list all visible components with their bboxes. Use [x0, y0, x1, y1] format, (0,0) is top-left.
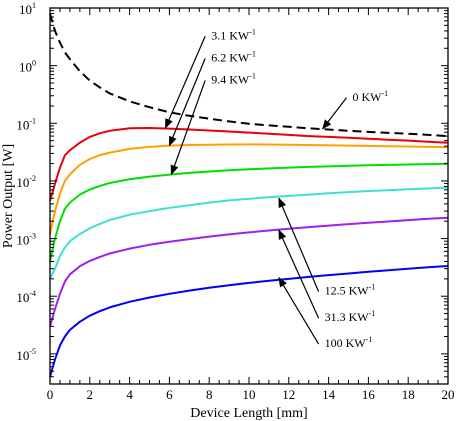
annotation-label: 100 KW-1 — [325, 335, 373, 350]
annotation-arrow — [164, 36, 206, 129]
annotation-arrow — [322, 97, 347, 130]
annotation-label: 6.2 KW-1 — [211, 49, 256, 64]
plot-frame — [49, 7, 449, 385]
y-axis-label: Power Output [W] — [1, 144, 16, 248]
x-tick-label: 2 — [87, 387, 94, 402]
annotation-s6: 100 KW-1 — [278, 276, 373, 350]
x-tick-label: 8 — [206, 387, 213, 402]
x-axis-label: Device Length [mm] — [190, 406, 307, 421]
series-line-s6 — [49, 265, 449, 378]
annotation-label: 9.4 KW-1 — [211, 71, 256, 86]
x-tick-label: 18 — [402, 387, 415, 402]
annotation-arrow — [170, 80, 206, 176]
y-tick-label: 101 — [19, 1, 36, 17]
annotation-s2: 6.2 KW-1 — [168, 49, 256, 147]
annotation-s1: 3.1 KW-1 — [164, 27, 256, 129]
annotation-label: 31.3 KW-1 — [325, 309, 376, 324]
annotation-s0: 0 KW-1 — [322, 89, 388, 130]
x-tick-label: 12 — [282, 387, 295, 402]
y-tick-label: 10-4 — [16, 289, 36, 305]
series-line-s0 — [49, 13, 449, 138]
x-tick-label: 6 — [166, 387, 173, 402]
series-line-s3 — [49, 162, 449, 262]
annotation-label: 0 KW-1 — [352, 89, 388, 104]
x-tick-label: 16 — [362, 387, 376, 402]
series-line-s4 — [49, 186, 449, 280]
x-tick-label: 20 — [442, 387, 455, 402]
x-tick-label: 10 — [243, 387, 256, 402]
series-layer — [49, 13, 449, 378]
annotation-arrow — [168, 58, 206, 147]
series-line-s2 — [49, 143, 449, 235]
y-tick-label: 10-5 — [16, 347, 36, 363]
annotation-layer: 3.1 KW-1 6.2 KW-1 9.4 KW-1 0 KW-1 12.5 KW-1 3… — [164, 27, 388, 350]
annotation-arrow — [278, 229, 320, 319]
annotation-arrow — [278, 276, 320, 345]
y-tick-label: 10-3 — [16, 232, 36, 248]
tick-layer: 0 2 4 6 8 10 12 14 16 18 20 10-5 10-4 10-3 10-2 10-1 100… — [16, 1, 454, 402]
x-tick-label: 4 — [126, 387, 133, 402]
annotation-label: 3.1 KW-1 — [211, 27, 256, 42]
x-tick-label: 14 — [322, 387, 336, 402]
y-tick-label: 10-1 — [16, 116, 36, 132]
annotation-s3: 9.4 KW-1 — [170, 71, 256, 176]
y-tick-label: 10-2 — [16, 174, 36, 190]
y-tick-label: 100 — [19, 59, 36, 75]
annotation-arrow — [278, 197, 320, 292]
annotation-label: 12.5 KW-1 — [325, 283, 376, 298]
series-line-s1 — [49, 127, 449, 202]
x-tick-label: 0 — [47, 387, 54, 402]
series-line-s5 — [49, 216, 449, 327]
annotation-s5: 31.3 KW-1 — [278, 229, 376, 324]
annotation-s4: 12.5 KW-1 — [278, 197, 376, 298]
